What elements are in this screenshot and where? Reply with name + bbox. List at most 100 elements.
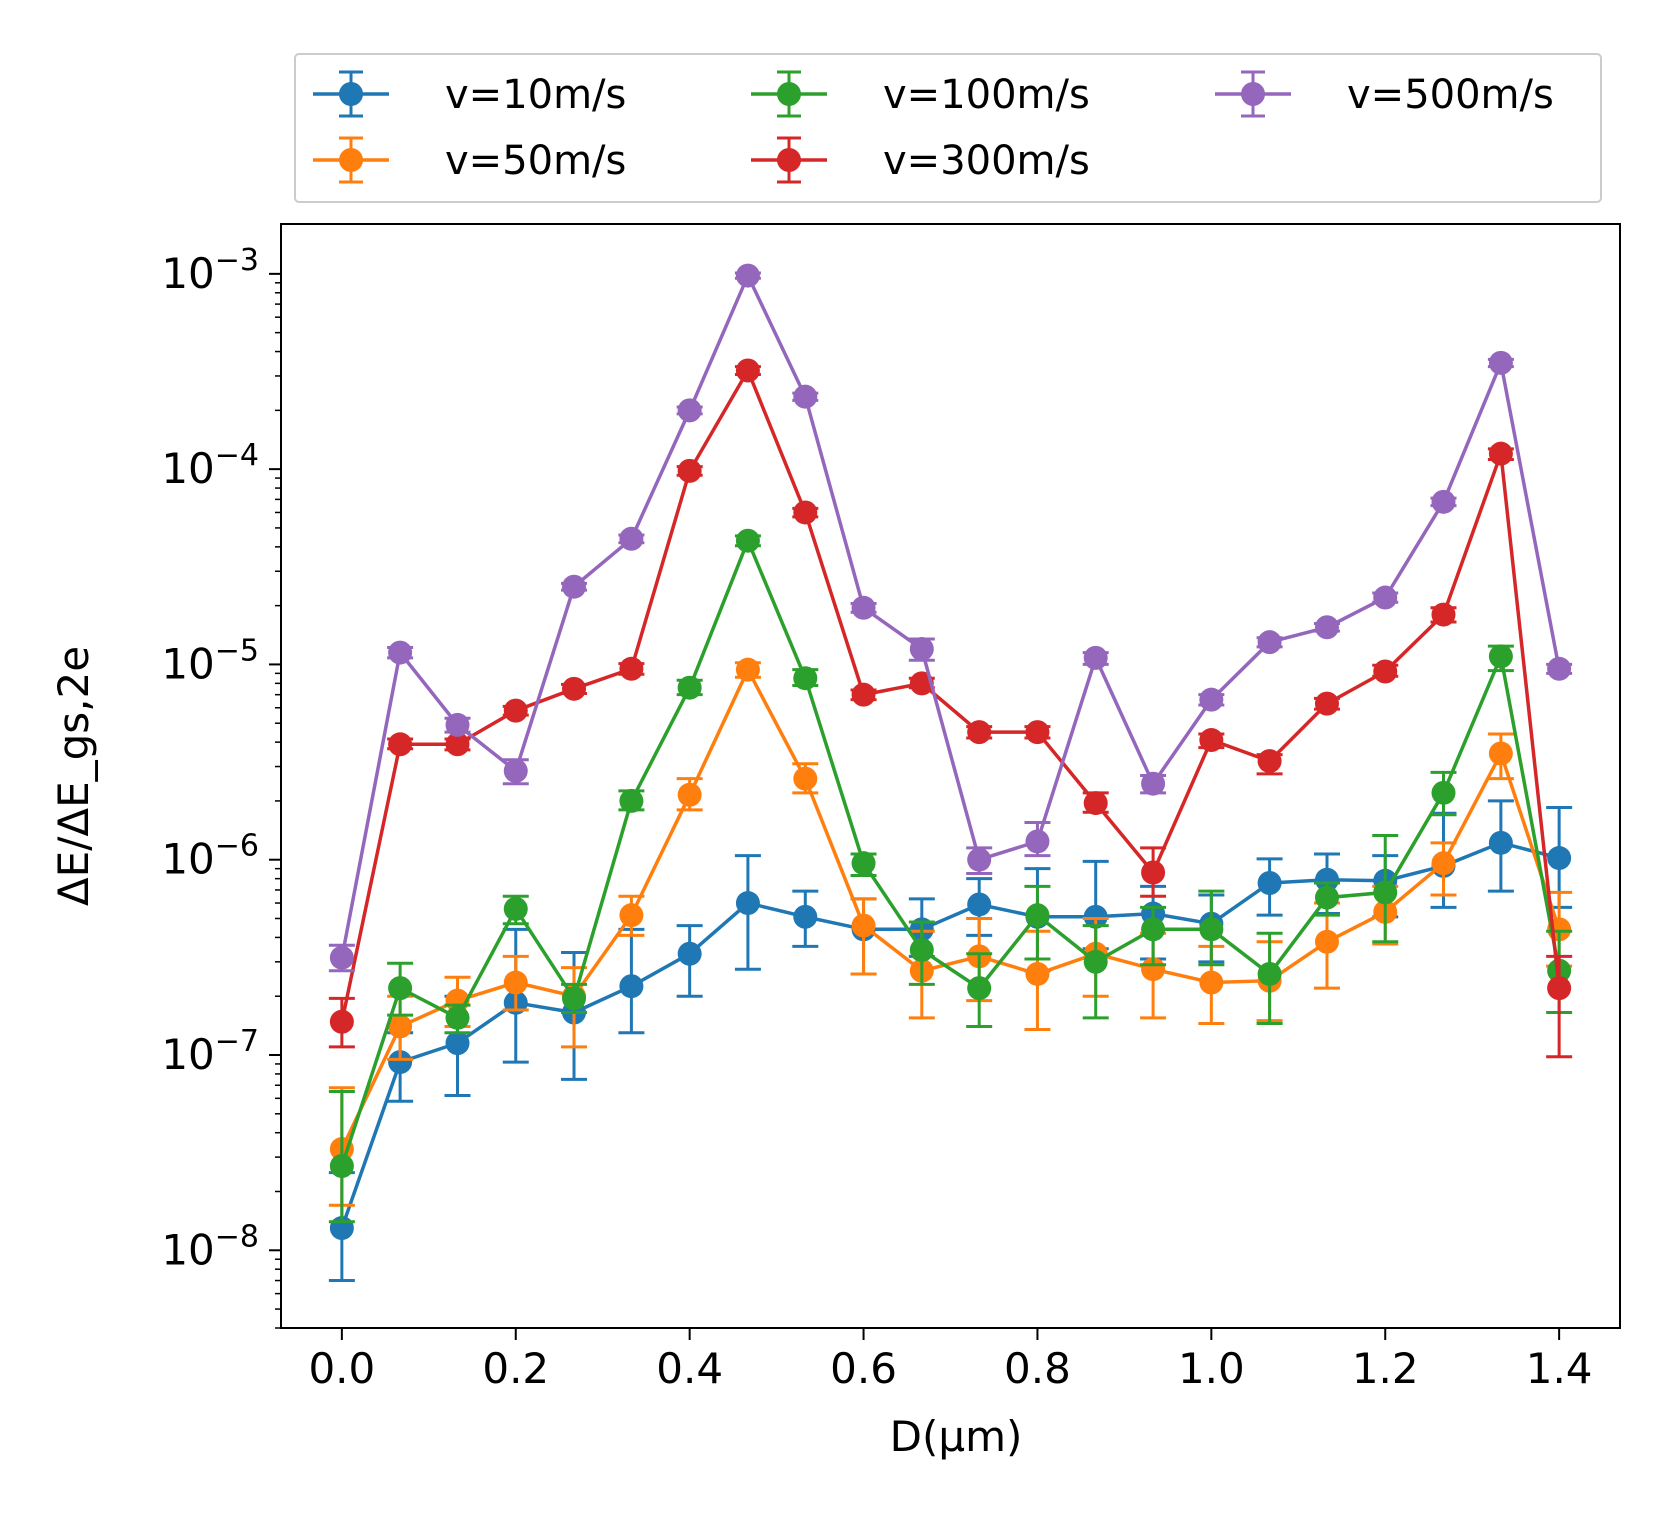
y-tick-label: 10−7 <box>161 1024 259 1079</box>
series-5 <box>328 263 1573 973</box>
legend-box <box>294 53 1602 203</box>
data-point <box>967 892 992 917</box>
x-tick-label: 1.2 <box>1352 1344 1419 1393</box>
data-point <box>1257 870 1282 895</box>
x-tick-label: 1.0 <box>1178 1344 1245 1393</box>
data-point <box>851 913 876 938</box>
data-point <box>1083 949 1108 974</box>
data-point <box>329 1154 354 1179</box>
data-point <box>793 904 818 929</box>
data-point <box>1083 791 1108 816</box>
x-axis-label-text: D(μm) <box>890 1412 1023 1461</box>
legend-label: v=500m/s <box>1347 72 1554 118</box>
data-point <box>445 712 470 737</box>
y-tick-label: 10−8 <box>161 1219 259 1274</box>
data-point <box>909 937 934 962</box>
x-axis: 0.0 0.2 0.4 0.6 0.8 1.0 1.2 1.4 <box>308 1328 1593 1393</box>
data-point <box>909 636 934 661</box>
y-tick-label: 10−6 <box>161 829 259 884</box>
data-point <box>1488 830 1513 855</box>
data-point <box>1257 630 1282 655</box>
legend-marker <box>777 82 801 106</box>
data-point <box>1488 644 1513 669</box>
data-point <box>562 986 587 1011</box>
data-point <box>1025 829 1050 854</box>
x-tick-label: 0.0 <box>308 1344 375 1393</box>
data-point <box>967 720 992 745</box>
y-tick-label: 10−4 <box>161 438 259 493</box>
data-point <box>1431 851 1456 876</box>
legend: v=10m/s v=50m/s v=100m/s v=300m/s v=500m/s <box>294 53 1602 203</box>
x-tick-label: 0.6 <box>830 1344 897 1393</box>
plot-frame <box>280 223 1621 1329</box>
data-point <box>1314 929 1339 954</box>
y-tick-label: 10−3 <box>161 243 259 298</box>
data-point <box>1547 846 1572 871</box>
data-point <box>619 788 644 813</box>
data-point <box>619 903 644 928</box>
data-point <box>793 384 818 409</box>
data-point <box>619 974 644 999</box>
data-point <box>793 666 818 691</box>
data-point <box>1314 885 1339 910</box>
data-point <box>1199 970 1224 995</box>
legend-entry-4: v=300m/s <box>751 136 1090 184</box>
data-point <box>851 682 876 707</box>
legend-entry-5: v=500m/s <box>1215 70 1554 118</box>
data-point <box>503 970 528 995</box>
y-tick-label: 10−5 <box>161 633 259 688</box>
legend-entry-3: v=100m/s <box>751 70 1090 118</box>
data-point <box>1025 903 1050 928</box>
x-tick-label: 0.8 <box>1004 1344 1071 1393</box>
data-point <box>1199 728 1224 753</box>
data-point <box>619 656 644 681</box>
data-point <box>1373 659 1398 684</box>
legend-marker <box>339 82 363 106</box>
data-point <box>1314 867 1339 892</box>
data-point <box>1431 489 1456 514</box>
legend-marker <box>1241 82 1265 106</box>
series-line <box>340 366 1561 1023</box>
data-point <box>388 1014 413 1039</box>
series-line <box>340 536 1561 1167</box>
data-point <box>793 500 818 525</box>
data-point <box>1083 645 1108 670</box>
data-point <box>1199 687 1224 712</box>
legend-entry-2: v=50m/s <box>313 136 626 184</box>
x-axis-label: D(μm) <box>890 1412 1023 1461</box>
series-line <box>340 271 1561 959</box>
data-point <box>388 1050 413 1075</box>
data-point <box>1141 860 1166 885</box>
data-point <box>445 732 470 757</box>
data-point <box>967 847 992 872</box>
data-point <box>967 976 992 1001</box>
y-axis-label-text: ΔE/ΔE_gs,2e <box>49 646 98 906</box>
legend-marker <box>777 148 801 172</box>
data-point <box>1431 602 1456 627</box>
data-point <box>445 1005 470 1030</box>
series-layer <box>328 263 1573 1283</box>
series-4 <box>328 358 1573 1059</box>
data-point <box>851 851 876 876</box>
series-line <box>340 665 1561 1150</box>
data-point <box>1488 350 1513 375</box>
legend-entry-1: v=10m/s <box>313 70 626 118</box>
data-point <box>735 263 760 288</box>
data-point <box>1431 780 1456 805</box>
series-3 <box>328 528 1573 1224</box>
data-point <box>735 528 760 553</box>
data-point <box>1257 961 1282 986</box>
data-point <box>735 891 760 916</box>
legend-label: v=10m/s <box>445 72 626 118</box>
data-point <box>1373 585 1398 610</box>
x-tick-label: 0.4 <box>656 1344 723 1393</box>
legend-label: v=100m/s <box>883 72 1090 118</box>
data-point <box>1025 720 1050 745</box>
data-point <box>388 640 413 665</box>
data-point <box>677 941 702 966</box>
series-line <box>340 840 1560 1229</box>
data-point <box>1547 656 1572 681</box>
data-point <box>1314 691 1339 716</box>
data-point <box>735 657 760 682</box>
